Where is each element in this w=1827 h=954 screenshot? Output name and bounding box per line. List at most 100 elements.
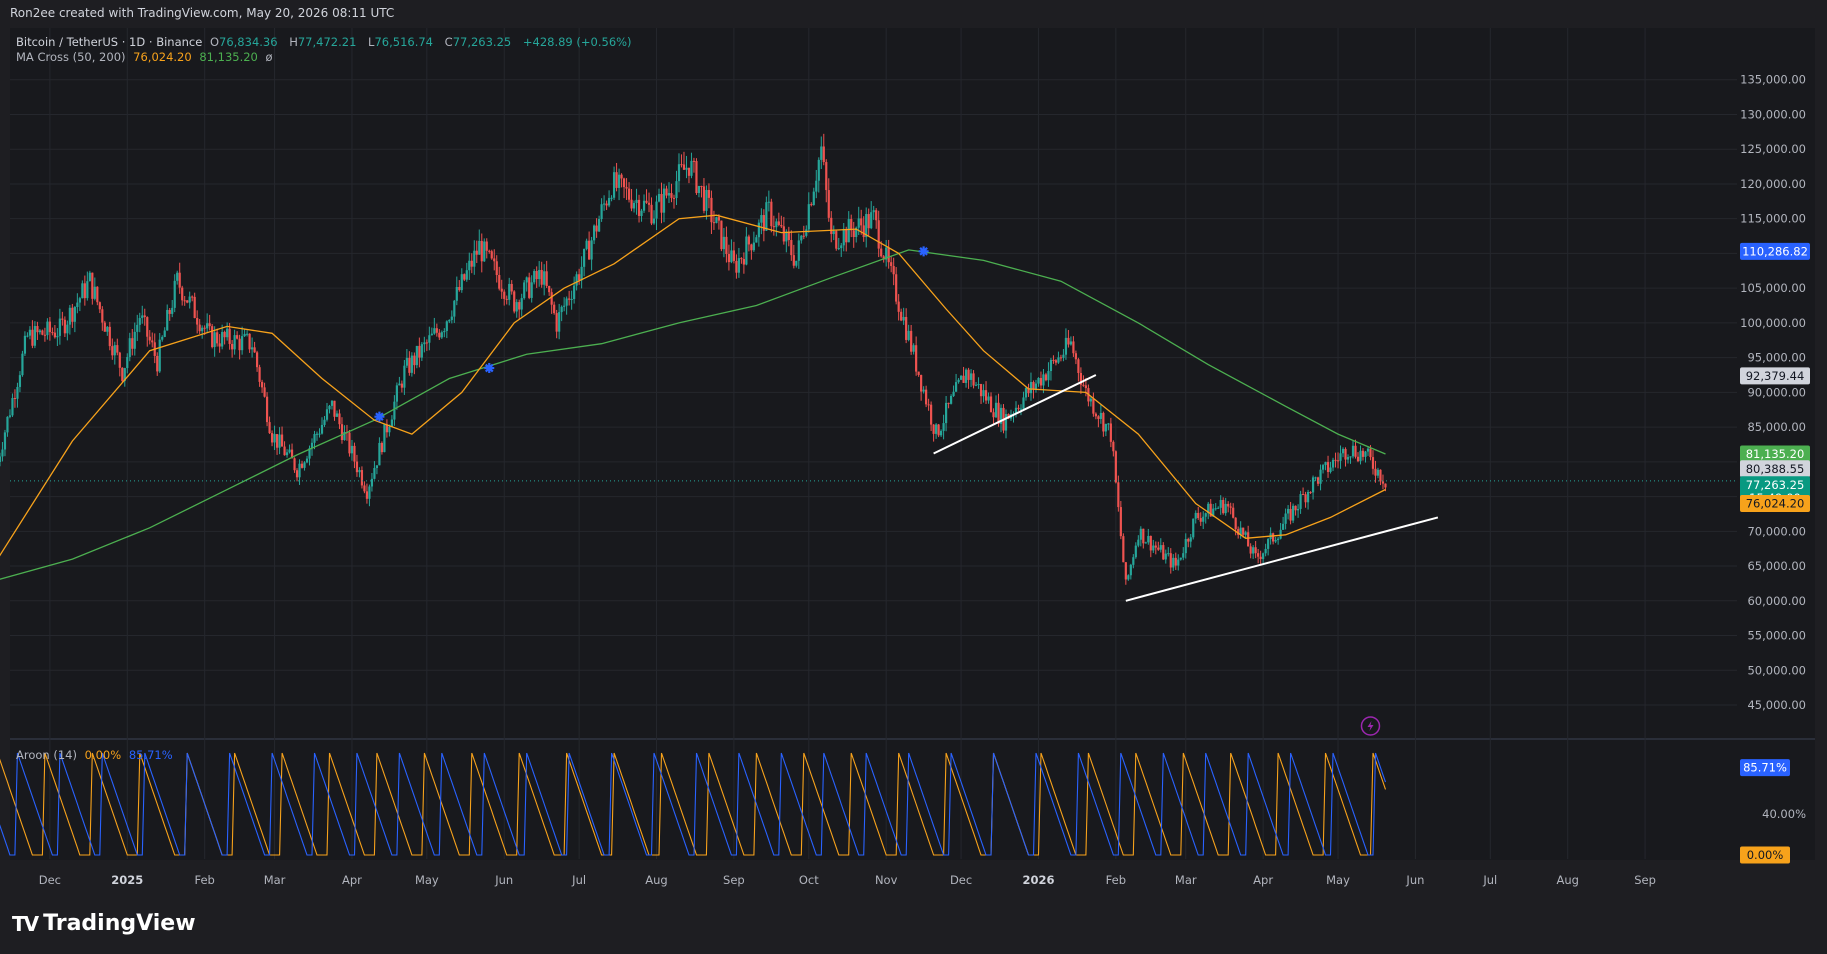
candle-body [545,271,548,286]
candle-body [538,269,541,280]
lightning-glyph [1367,721,1374,731]
candle-body [390,419,393,427]
candle-body [46,321,49,336]
candles-group[interactable] [0,133,1387,585]
candle-body [510,283,513,292]
candle-body [1294,505,1297,511]
candle-body [500,288,503,292]
candle-body [1222,499,1225,514]
candle-body [1341,448,1345,454]
cross-marker[interactable] [918,246,929,257]
candle-body [1291,505,1295,521]
candle-body [642,200,646,211]
candle-body [8,415,12,417]
candle-body [862,225,865,238]
candle-body [580,266,583,281]
candle-body [1112,441,1115,452]
candle-body [612,172,616,198]
cross-marker[interactable] [374,411,385,422]
candle-body [275,434,279,448]
candle-body [1049,359,1053,372]
candle-body [398,383,401,386]
candle-body [550,292,553,305]
candle-body [1257,553,1260,557]
candle-body [258,367,261,382]
main-pane[interactable] [10,28,1815,740]
candle-body [1174,557,1177,566]
x-tick-label: Jun [494,873,513,887]
candle-body [720,220,723,250]
aroon-pane[interactable] [10,740,1815,860]
aroon-down-line[interactable] [0,752,1387,856]
candle-body [1329,467,1332,472]
candle-body [1227,503,1230,507]
candle-body [83,283,86,299]
candle-body [585,240,588,249]
candle-body [518,302,521,310]
candle-body [997,402,1000,424]
candle-body [395,385,398,402]
candle-body [503,291,506,299]
ma200-line[interactable] [0,249,1386,580]
candle-body [106,326,109,332]
candle-body [173,280,176,308]
candle-body [1189,537,1192,542]
candle-body [1359,450,1362,462]
aroon-label-box [1740,759,1790,777]
candle-body [682,164,686,170]
candle-body [248,333,251,350]
candle-body [807,204,810,230]
candle-body [293,458,296,471]
candle-body [520,298,523,310]
candle-body [1319,469,1322,484]
candle-body [1202,516,1205,522]
candle-body [228,328,231,344]
symbol-name[interactable]: Bitcoin / TetherUS · 1D · Binance [16,35,203,49]
candle-body [375,465,379,469]
candle-body [186,300,189,303]
candle-body [1274,540,1277,542]
y-tick-label: 50,000.00 [1747,663,1806,677]
candle-body [882,256,885,260]
candle-body [1079,372,1083,385]
candle-body [196,317,199,325]
aroon-indicator-name[interactable]: Aroon (14) [16,748,77,762]
x-tick-label: Sep [723,873,745,887]
candle-body [448,319,451,322]
aroon-label-box [1740,846,1790,864]
aroon-up-line[interactable] [0,752,1387,856]
candle-body [1277,538,1280,541]
trendline[interactable] [933,374,1097,455]
candle-body [483,241,486,262]
candle-body [128,338,131,358]
candle-body [161,336,164,340]
candle-body [236,335,239,339]
candle-body [795,260,798,266]
candle-body [872,210,875,213]
candle-body [1219,499,1222,508]
candle-body [949,395,953,404]
candle-body [740,258,743,260]
candle-body [897,301,900,312]
candle-body [1192,518,1195,538]
candle-body [420,344,423,358]
x-tick-label: May [1326,873,1350,887]
candle-body [1177,559,1180,566]
trendline[interactable] [1125,516,1439,602]
ma50-line[interactable] [0,214,1386,559]
candle-body [972,373,975,386]
candle-body [752,242,755,251]
candle-body [540,269,543,285]
candle-body [108,326,111,347]
candle-body [910,330,913,352]
candle-body [620,174,623,179]
cross-marker[interactable] [484,363,495,374]
lightning-icon[interactable] [1360,716,1381,736]
candle-body [935,424,938,434]
candle-body [755,237,758,243]
tradingview-logo[interactable]: TV TradingView [12,911,196,936]
candle-body [1289,508,1292,521]
candle-body [640,210,643,216]
ma-indicator-name[interactable]: MA Cross (50, 200) [16,50,126,64]
